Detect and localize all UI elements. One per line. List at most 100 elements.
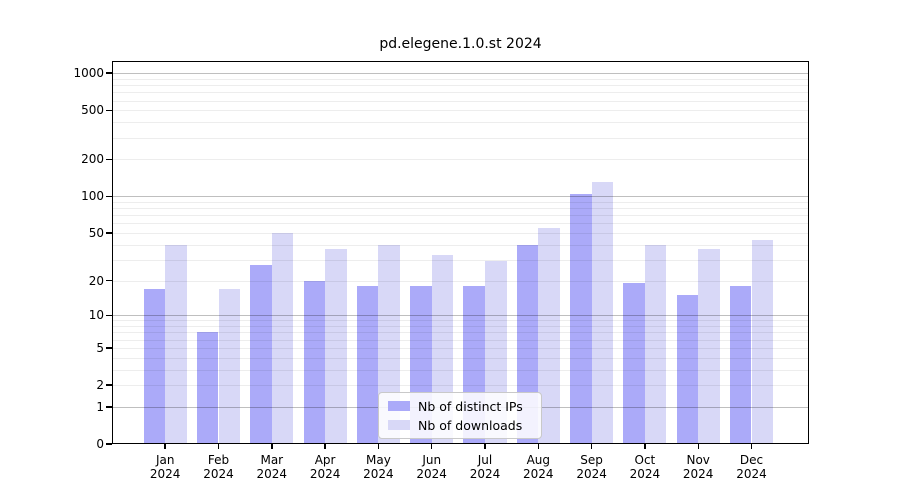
bar-distinct-ips-may [356,285,379,444]
x-axis-tick-label-jun: Jun 2024 [416,453,447,481]
gridline-minor-30 [112,259,809,261]
gridline-minor-50 [112,232,809,234]
x-axis-tick-label-apr: Apr 2024 [309,453,341,481]
legend-swatch-downloads [388,420,410,430]
gridline-minor-4 [112,357,809,359]
legend-item-distinct-ips: Nb of distinct IPs [388,398,532,414]
y-axis-tick-100 [106,195,112,197]
gridline-minor-600 [112,100,809,102]
gridline-minor-90 [112,201,809,203]
gridline-minor-6 [112,339,809,341]
bar-downloads-sep [591,181,614,444]
gridline-minor-300 [112,137,809,139]
bar-distinct-ips-feb [196,332,219,444]
gridline-minor-80 [112,208,809,210]
gridline-minor-8 [112,326,809,328]
y-axis-tick-200 [106,158,112,161]
x-axis-tick-jun [430,444,433,449]
y-axis-tick-label-1: 1 [96,399,104,414]
gridline-minor-9 [112,320,809,322]
x-axis-tick-dec [750,444,753,449]
chart-title: pd.elegene.1.0.st 2024 [379,36,542,52]
x-axis-tick-apr [324,444,326,449]
x-axis-tick-label-jul: Jul 2024 [469,453,501,481]
legend-label-distinct-ips: Nb of distinct IPs [418,398,523,414]
x-axis-tick-mar [271,444,273,449]
gridline-minor-60 [112,223,809,225]
y-axis-tick-label-0: 0 [96,437,104,451]
gridline-major-100 [112,196,809,198]
y-axis-tick-5 [106,347,112,349]
y-axis-tick-label-1000: 1000 [73,66,104,81]
bar-distinct-ips-dec [729,285,752,444]
x-axis-tick-label-aug: Aug 2024 [523,453,554,481]
bar-distinct-ips-jan [143,288,166,444]
bar-downloads-jan [165,244,187,444]
bar-downloads-apr [325,248,347,444]
y-axis-tick-0 [106,443,112,445]
x-axis-tick-oct [644,444,646,449]
y-axis-tick-2 [106,384,112,386]
y-axis-tick-label-2: 2 [96,378,104,392]
gridline-minor-400 [112,122,809,124]
legend-item-downloads: Nb of downloads [388,417,532,433]
y-axis-tick-label-200: 200 [81,152,104,167]
bar-distinct-ips-oct [623,283,645,444]
x-axis-tick-label-sep: Sep 2024 [576,453,607,481]
y-axis-tick-500 [106,109,112,112]
gridline-minor-2 [112,385,809,386]
y-axis-tick-label-500: 500 [81,103,104,118]
x-axis-tick-label-mar: Mar 2024 [256,453,288,481]
gridline-minor-700 [112,92,809,94]
y-axis-tick-1 [106,406,112,408]
gridline-minor-5 [112,347,809,349]
x-axis-tick-label-dec: Dec 2024 [736,453,767,481]
x-axis-tick-label-feb: Feb 2024 [203,453,234,481]
x-axis-tick-label-oct: Oct 2024 [629,453,661,481]
legend: Nb of distinct IPs Nb of downloads [378,392,542,439]
gridline-minor-40 [112,244,809,246]
x-axis-tick-may [377,444,380,449]
bar-downloads-dec [751,239,774,444]
x-axis-tick-jul [484,444,486,449]
bar-downloads-mar [271,232,294,444]
y-axis-tick-1000 [106,72,112,74]
bar-distinct-ips-sep [570,194,592,444]
legend-swatch-distinct-ips [388,401,410,411]
y-axis-tick-label-20: 20 [88,273,104,288]
bar-distinct-ips-mar [250,265,272,444]
x-axis-tick-label-may: May 2024 [363,453,394,481]
x-axis-tick-nov [697,444,699,449]
gridline-minor-20 [112,280,809,282]
y-axis-tick-50 [106,232,112,234]
x-axis-tick-label-nov: Nov 2024 [682,453,714,481]
bar-downloads-oct [644,244,667,444]
bar-distinct-ips-apr [303,280,326,444]
gridline-minor-800 [112,85,809,87]
y-axis-tick-label-10: 10 [88,308,104,323]
gridline-minor-7 [112,332,809,334]
x-axis-tick-feb [217,444,220,449]
gridline-minor-900 [112,78,809,80]
gridline-minor-3 [112,369,809,371]
gridline-minor-500 [112,110,809,112]
x-axis-tick-sep [590,444,593,449]
y-axis-tick-20 [106,279,112,282]
gridline-minor-70 [112,215,809,217]
gridline-major-10 [112,315,809,317]
gridline-major-1000 [112,73,809,75]
y-axis-tick-label-5: 5 [96,340,104,355]
x-axis-tick-jan [164,444,166,449]
y-axis-tick-10 [106,314,112,316]
x-axis-tick-aug [537,444,539,449]
bar-downloads-nov [698,248,720,444]
x-axis-tick-label-jan: Jan 2024 [149,453,181,481]
plot-area [112,61,809,444]
y-axis-tick-label-50: 50 [88,225,104,240]
y-axis-tick-label-100: 100 [81,189,104,204]
legend-label-downloads: Nb of downloads [418,417,523,433]
bar-downloads-feb [218,288,241,444]
bar-downloads-aug [538,227,560,444]
bar-distinct-ips-nov [676,295,699,444]
